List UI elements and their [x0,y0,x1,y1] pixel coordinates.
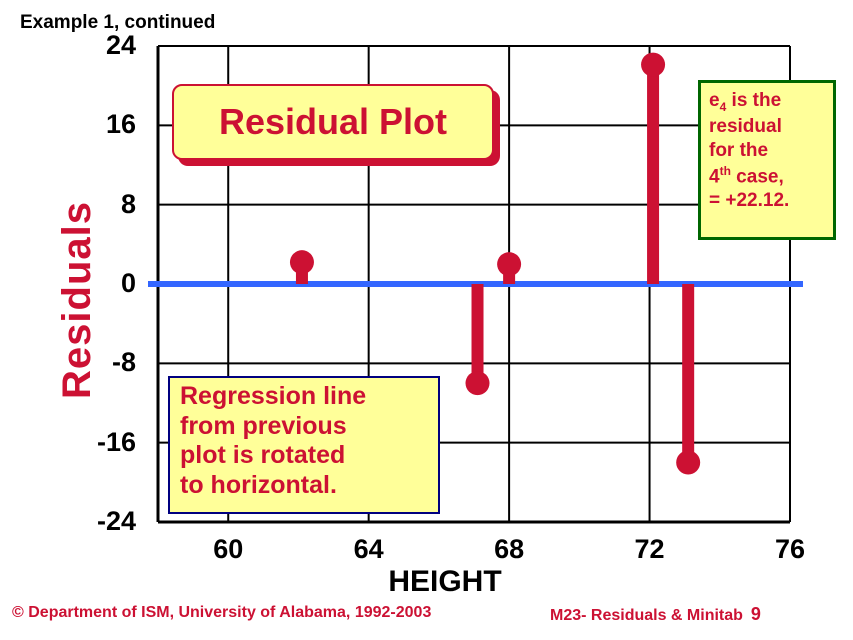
regression-note-box: Regression line from previous plot is ro… [168,376,440,514]
residual-point [497,252,522,277]
y-tick-label: 0 [120,268,136,298]
residual-stem [471,284,484,384]
x-tick-label: 60 [213,534,244,564]
x-tick-label: 64 [353,534,384,564]
page-number: 9 [750,604,761,624]
residual-marks [289,52,701,475]
residual-stem [647,64,660,284]
note-line-1: e4 is the [709,90,782,114]
regression-note-line: from previous [180,411,347,440]
y-tick-label: 8 [120,188,136,219]
residual-point [641,52,666,77]
chart-title: Residual Plot [218,101,448,142]
note-line-3: for the [709,140,769,162]
x-tick-label: 72 [634,534,665,564]
note-line-5: = +22.12. [709,190,790,212]
y-tick-label: 24 [105,30,136,60]
residual-note-box: e4 is the residual for the 4th case, = +… [698,80,836,240]
note-line-2: residual [709,116,782,138]
footer-copyright: © Department of ISM, University of Alaba… [12,604,432,621]
y-tick-label: -24 [96,506,136,536]
residual-stem [682,284,695,463]
y-tick-label: -16 [96,426,136,457]
regression-note-line: Regression line [180,382,367,410]
note-line-4: 4th case, [709,163,784,188]
y-axis-label: Residuals [55,201,99,399]
residual-point [465,371,490,396]
x-axis-label: HEIGHT [388,565,502,598]
residual-point [676,450,701,475]
footer-course: M23- Residuals & Minitab 9 [550,604,761,625]
y-tick-label: -8 [111,347,136,378]
slide-header: Example 1, continued [20,12,216,33]
footer-course-title: M23- Residuals & Minitab [550,607,743,624]
chart-title-box: Residual Plot [172,84,494,160]
regression-note-line: plot is rotated [180,441,346,469]
x-tick-label: 68 [494,534,525,564]
x-tick-label: 76 [774,534,806,564]
y-tick-label: 16 [105,109,136,140]
residual-point [289,250,314,275]
regression-note-line: to horizontal. [180,470,337,499]
